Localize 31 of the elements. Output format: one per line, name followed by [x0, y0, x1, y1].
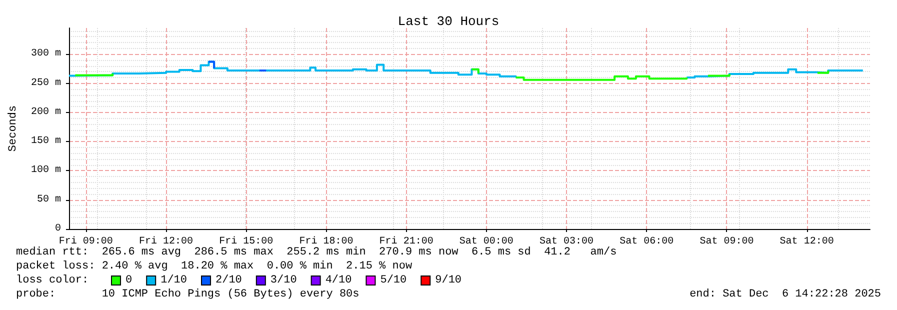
y-tick-label: 150 m — [30, 136, 61, 148]
y-tick-label: 200 m — [30, 106, 61, 118]
x-tick-label: Sat 03:00 — [540, 236, 594, 248]
legend-label: 5/10 — [380, 274, 407, 286]
legend-label: 2/10 — [216, 274, 242, 286]
text: end: Sat Dec 6 14:22:28 2025 — [690, 288, 882, 300]
y-tick-label: 0 — [54, 224, 61, 234]
legend-label: 3/10 — [270, 274, 297, 286]
legend-label: 9/10 — [435, 274, 462, 286]
x-tick-label: Fri 09:00 — [58, 236, 113, 248]
text: probe: 10 ICMP Echo Pings (56 Bytes) every 80s — [16, 288, 360, 300]
chart-title: Last 30 Hours — [398, 14, 500, 29]
x-tick-label: Fri 18:00 — [299, 236, 354, 248]
y-tick-label: 300 m — [30, 48, 61, 60]
legend-title: loss color: — [16, 274, 89, 286]
y-tick-label: 50 m — [36, 194, 61, 206]
legend-label: 0 — [126, 274, 132, 286]
y-axis-title: Seconds — [8, 105, 20, 152]
text: packet loss: 2.40 % avg 18.20 % max 0.00 % min 2.15 % now — [16, 260, 412, 272]
x-tick-label: Fri 21:00 — [379, 236, 434, 248]
legend-label: 1/10 — [160, 274, 188, 286]
y-tick-label: 100 m — [30, 165, 61, 176]
x-tick-label: Sat 00:00 — [459, 236, 514, 248]
text: median rtt: 265.6 ms avg 286.5 ms max 255.2 ms min 270.9 ms now 6.5 ms sd 41.2 am/s — [16, 246, 617, 258]
legend-label: 4/10 — [325, 274, 352, 286]
x-tick-label: Fri 12:00 — [139, 236, 194, 248]
x-tick-label: Fri 15:00 — [219, 236, 274, 248]
y-tick-label: 250 m — [30, 78, 61, 89]
x-tick-label: Sat 12:00 — [780, 236, 834, 248]
x-tick-label: Sat 06:00 — [620, 236, 674, 248]
x-tick-label: Sat 09:00 — [700, 236, 754, 248]
